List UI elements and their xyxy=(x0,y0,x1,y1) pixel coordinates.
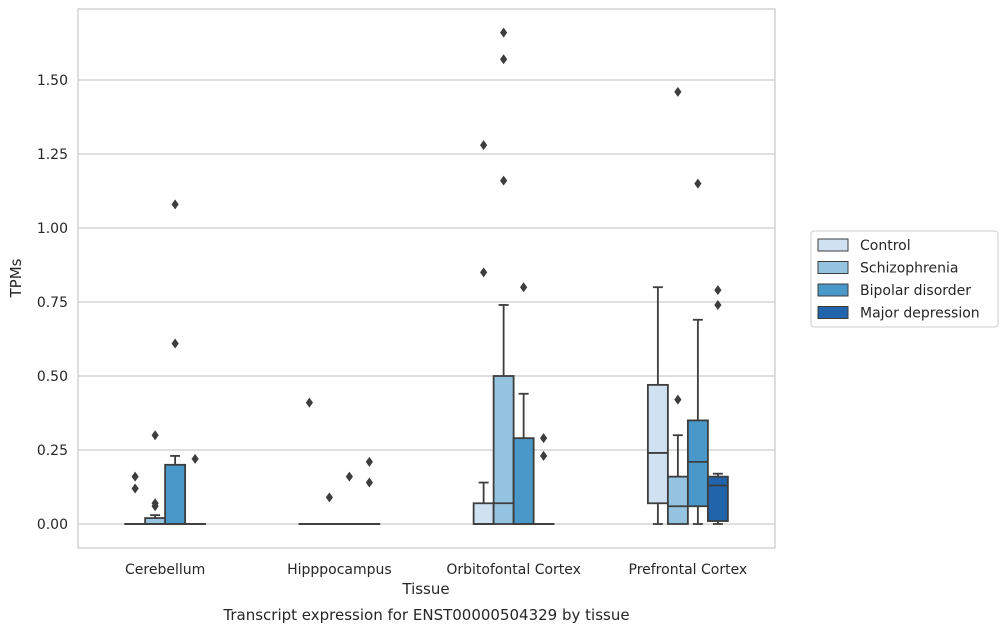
chart-caption: Transcript expression for ENST0000050432… xyxy=(223,606,630,624)
outlier-point xyxy=(480,267,488,278)
box-schizophrenia xyxy=(318,492,341,525)
legend-box xyxy=(810,230,999,328)
plot-frame xyxy=(77,8,776,549)
legend-swatch xyxy=(817,238,849,252)
outlier-point xyxy=(151,430,159,441)
outlier-point xyxy=(540,450,548,461)
outlier-point xyxy=(500,54,508,65)
y-axis-label: TPMs xyxy=(7,258,25,298)
box-schizophrenia xyxy=(666,86,689,525)
outlier-point xyxy=(480,140,488,151)
legend-swatch xyxy=(817,306,849,319)
box-bipolar-disorder xyxy=(512,282,535,525)
outlier-point xyxy=(171,338,179,349)
y-tick-label: 0.75 xyxy=(37,295,68,311)
outlier-point xyxy=(714,299,722,310)
x-tick-label: Hipppocampus xyxy=(287,562,392,578)
legend-swatch xyxy=(817,261,849,274)
box-body xyxy=(706,475,729,522)
outlier-point xyxy=(520,282,528,293)
outlier-point xyxy=(500,175,508,186)
y-tick-label: 0.25 xyxy=(37,443,68,459)
outlier-point xyxy=(191,453,199,464)
box-control xyxy=(472,140,495,525)
outlier-point xyxy=(500,27,508,38)
outlier-point xyxy=(674,394,682,405)
outlier-point xyxy=(131,471,139,482)
box-body xyxy=(472,502,495,525)
outlier-point xyxy=(151,501,159,512)
box-body xyxy=(512,437,535,525)
x-tick-label: Orbitofontal Cortex xyxy=(446,562,581,578)
outlier-point xyxy=(345,471,353,482)
legend-label: Bipolar disorder xyxy=(860,283,971,299)
box-body xyxy=(164,463,187,525)
legend-swatch xyxy=(817,283,849,297)
box-body xyxy=(666,475,689,525)
y-tick-label: 1.00 xyxy=(37,221,68,237)
grid-lines xyxy=(78,79,775,525)
box-plot-series xyxy=(124,27,729,525)
box-major-depression xyxy=(184,453,207,525)
outlier-point xyxy=(714,285,722,296)
box-bipolar-disorder xyxy=(686,178,709,525)
outlier-point xyxy=(694,178,702,189)
box-control xyxy=(124,471,147,525)
outlier-point xyxy=(131,483,139,494)
x-tick-label: Prefrontal Cortex xyxy=(629,562,748,578)
legend-label: Major depression xyxy=(860,306,980,322)
legend-label: Schizophrenia xyxy=(860,261,958,277)
box-body xyxy=(646,383,669,505)
y-axis-ticks: 0.00 0.25 0.50 0.75 1.00 1.25 1.50 xyxy=(37,73,68,533)
box-bipolar-disorder xyxy=(338,471,361,525)
box-major-depression xyxy=(532,433,555,525)
box-control xyxy=(298,397,321,525)
outlier-point xyxy=(674,86,682,97)
x-axis-label: Tissue xyxy=(401,580,449,598)
outlier-point xyxy=(365,456,373,467)
box-body xyxy=(492,375,515,525)
outlier-point xyxy=(325,492,333,503)
box-control xyxy=(646,286,669,525)
box-schizophrenia xyxy=(492,27,515,525)
y-tick-label: 0.50 xyxy=(37,369,68,385)
y-tick-label: 1.50 xyxy=(37,73,68,89)
outlier-point xyxy=(305,397,313,408)
box-bipolar-disorder xyxy=(164,199,187,525)
legend-label: Control xyxy=(860,238,911,254)
box-major-depression xyxy=(358,456,381,525)
box-major-depression xyxy=(706,285,729,525)
box-body xyxy=(686,419,709,508)
outlier-point xyxy=(171,199,179,210)
y-tick-label: 1.25 xyxy=(37,147,68,163)
x-tick-label: Cerebellum xyxy=(125,562,205,578)
outlier-point xyxy=(540,433,548,444)
legend: Control Schizophrenia Bipolar disorder Majo… xyxy=(810,230,999,328)
x-axis-ticks: Cerebellum Hipppocampus Orbitofontal Corte… xyxy=(125,562,747,578)
outlier-point xyxy=(365,477,373,488)
box-schizophrenia xyxy=(144,430,167,525)
y-tick-label: 0.00 xyxy=(37,517,68,533)
